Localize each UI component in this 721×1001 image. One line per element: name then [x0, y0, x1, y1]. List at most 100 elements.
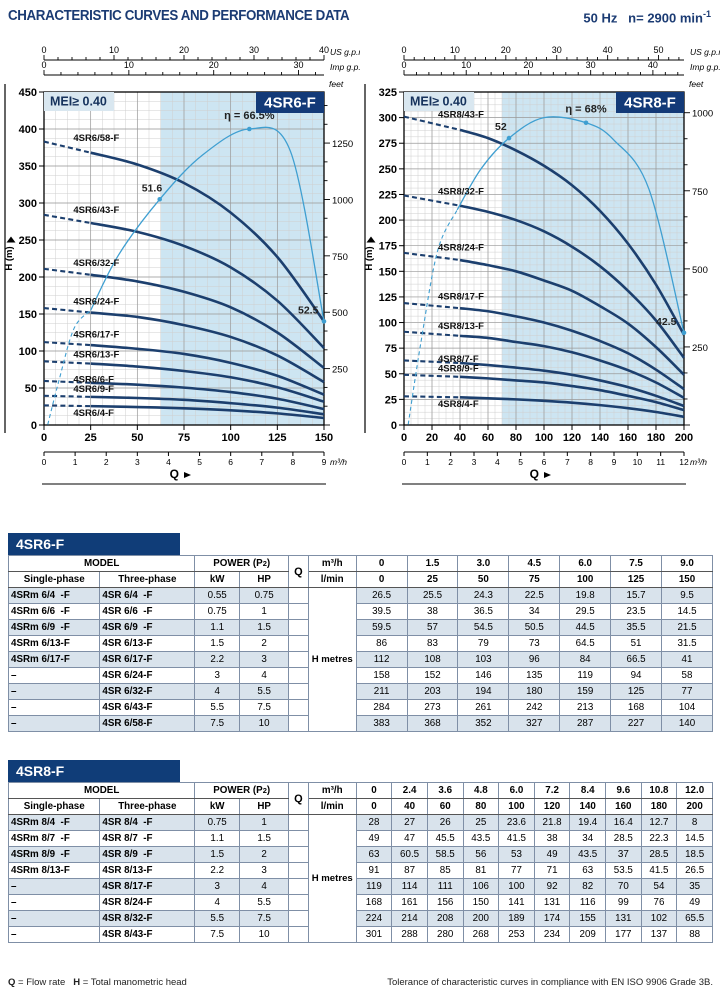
svg-text:20: 20	[501, 45, 511, 55]
svg-text:Imp g.p.m.: Imp g.p.m.	[330, 62, 360, 72]
svg-text:150: 150	[315, 432, 333, 444]
svg-text:250: 250	[332, 365, 348, 376]
svg-text:5: 5	[197, 457, 202, 467]
svg-text:3: 3	[135, 457, 140, 467]
svg-text:125: 125	[268, 432, 286, 444]
svg-text:0: 0	[401, 432, 407, 444]
svg-text:75: 75	[178, 432, 190, 444]
svg-text:350: 350	[19, 161, 37, 173]
svg-text:40: 40	[319, 45, 329, 55]
svg-text:175: 175	[379, 241, 397, 253]
svg-text:0: 0	[41, 60, 46, 70]
svg-text:4SR6/32-F: 4SR6/32-F	[73, 258, 119, 269]
svg-text:30: 30	[249, 45, 259, 55]
svg-text:8: 8	[588, 457, 593, 467]
svg-text:1: 1	[73, 457, 78, 467]
svg-text:30: 30	[586, 60, 596, 70]
svg-text:10: 10	[450, 45, 460, 55]
svg-text:250: 250	[692, 343, 708, 354]
svg-text:US g.p.m.: US g.p.m.	[690, 47, 720, 57]
svg-text:4SR6/24-F: 4SR6/24-F	[73, 296, 119, 307]
svg-text:4SR8/17-F: 4SR8/17-F	[438, 292, 484, 303]
svg-text:0: 0	[391, 420, 397, 432]
svg-text:4SR8-F: 4SR8-F	[624, 95, 676, 112]
svg-text:50: 50	[385, 369, 397, 381]
svg-text:Imp g.p.m.: Imp g.p.m.	[690, 62, 720, 72]
svg-text:6: 6	[228, 457, 233, 467]
svg-text:40: 40	[603, 45, 613, 55]
svg-text:250: 250	[379, 164, 397, 176]
svg-text:H (m): H (m)	[364, 246, 375, 270]
svg-text:75: 75	[385, 343, 397, 355]
svg-text:50: 50	[131, 432, 143, 444]
svg-text:200: 200	[675, 432, 693, 444]
svg-text:US g.p.m.: US g.p.m.	[330, 47, 360, 57]
svg-text:1250: 1250	[332, 139, 353, 150]
svg-text:300: 300	[19, 198, 37, 210]
svg-text:4SR6/58-F: 4SR6/58-F	[73, 133, 119, 144]
svg-text:12: 12	[679, 457, 689, 467]
svg-text:125: 125	[379, 292, 397, 304]
svg-text:4SR8/13-F: 4SR8/13-F	[438, 321, 484, 332]
svg-text:4SR6/13-F: 4SR6/13-F	[73, 349, 119, 360]
svg-text:150: 150	[379, 266, 397, 278]
svg-text:20: 20	[523, 60, 533, 70]
svg-text:4: 4	[166, 457, 171, 467]
svg-text:0: 0	[42, 457, 47, 467]
svg-text:500: 500	[332, 308, 348, 319]
svg-text:η = 68%: η = 68%	[565, 104, 606, 116]
svg-text:Q: Q	[530, 467, 539, 481]
svg-text:7: 7	[259, 457, 264, 467]
svg-text:140: 140	[591, 432, 609, 444]
svg-text:52.5: 52.5	[298, 304, 319, 316]
svg-text:25: 25	[85, 432, 97, 444]
svg-text:40: 40	[648, 60, 658, 70]
svg-text:20: 20	[426, 432, 438, 444]
svg-text:250: 250	[19, 235, 37, 247]
svg-text:160: 160	[619, 432, 637, 444]
svg-text:m³/h: m³/h	[690, 457, 707, 467]
svg-text:450: 450	[19, 87, 37, 99]
svg-text:325: 325	[379, 87, 397, 99]
svg-text:4: 4	[495, 457, 500, 467]
svg-text:0: 0	[401, 45, 406, 55]
svg-text:1: 1	[425, 457, 430, 467]
svg-text:2: 2	[104, 457, 109, 467]
svg-text:400: 400	[19, 124, 37, 136]
svg-text:11: 11	[656, 457, 665, 467]
svg-text:100: 100	[19, 346, 37, 358]
svg-text:60: 60	[482, 432, 494, 444]
svg-text:4SR8/32-F: 4SR8/32-F	[438, 187, 484, 198]
svg-text:10: 10	[124, 60, 134, 70]
svg-text:275: 275	[379, 138, 397, 150]
svg-text:4SR8/43-F: 4SR8/43-F	[438, 109, 484, 120]
svg-text:4SR8/24-F: 4SR8/24-F	[438, 242, 484, 253]
svg-text:750: 750	[332, 252, 348, 263]
svg-text:4SR8/9-F: 4SR8/9-F	[438, 364, 479, 375]
svg-text:0: 0	[41, 45, 46, 55]
svg-text:0: 0	[402, 457, 407, 467]
svg-text:MEI≥ 0.40: MEI≥ 0.40	[410, 95, 467, 109]
svg-text:20: 20	[179, 45, 189, 55]
svg-text:feet: feet	[329, 79, 344, 89]
svg-text:0: 0	[31, 420, 37, 432]
svg-text:10: 10	[633, 457, 643, 467]
svg-text:4SR6-F: 4SR6-F	[264, 95, 316, 112]
svg-text:4SR6/17-F: 4SR6/17-F	[73, 330, 119, 341]
svg-text:100: 100	[379, 318, 397, 330]
svg-text:80: 80	[510, 432, 522, 444]
svg-text:300: 300	[379, 113, 397, 125]
svg-text:4SR6/4-F: 4SR6/4-F	[73, 408, 114, 419]
svg-text:500: 500	[692, 265, 708, 276]
svg-text:180: 180	[647, 432, 665, 444]
svg-text:4SR6/43-F: 4SR6/43-F	[73, 205, 119, 216]
svg-text:42.5: 42.5	[656, 316, 677, 328]
svg-text:150: 150	[19, 309, 37, 321]
svg-text:100: 100	[535, 432, 553, 444]
svg-text:8: 8	[291, 457, 296, 467]
svg-text:feet: feet	[689, 79, 704, 89]
svg-text:1000: 1000	[332, 195, 353, 206]
svg-text:52: 52	[495, 121, 507, 133]
svg-text:2: 2	[448, 457, 453, 467]
svg-text:7: 7	[565, 457, 570, 467]
